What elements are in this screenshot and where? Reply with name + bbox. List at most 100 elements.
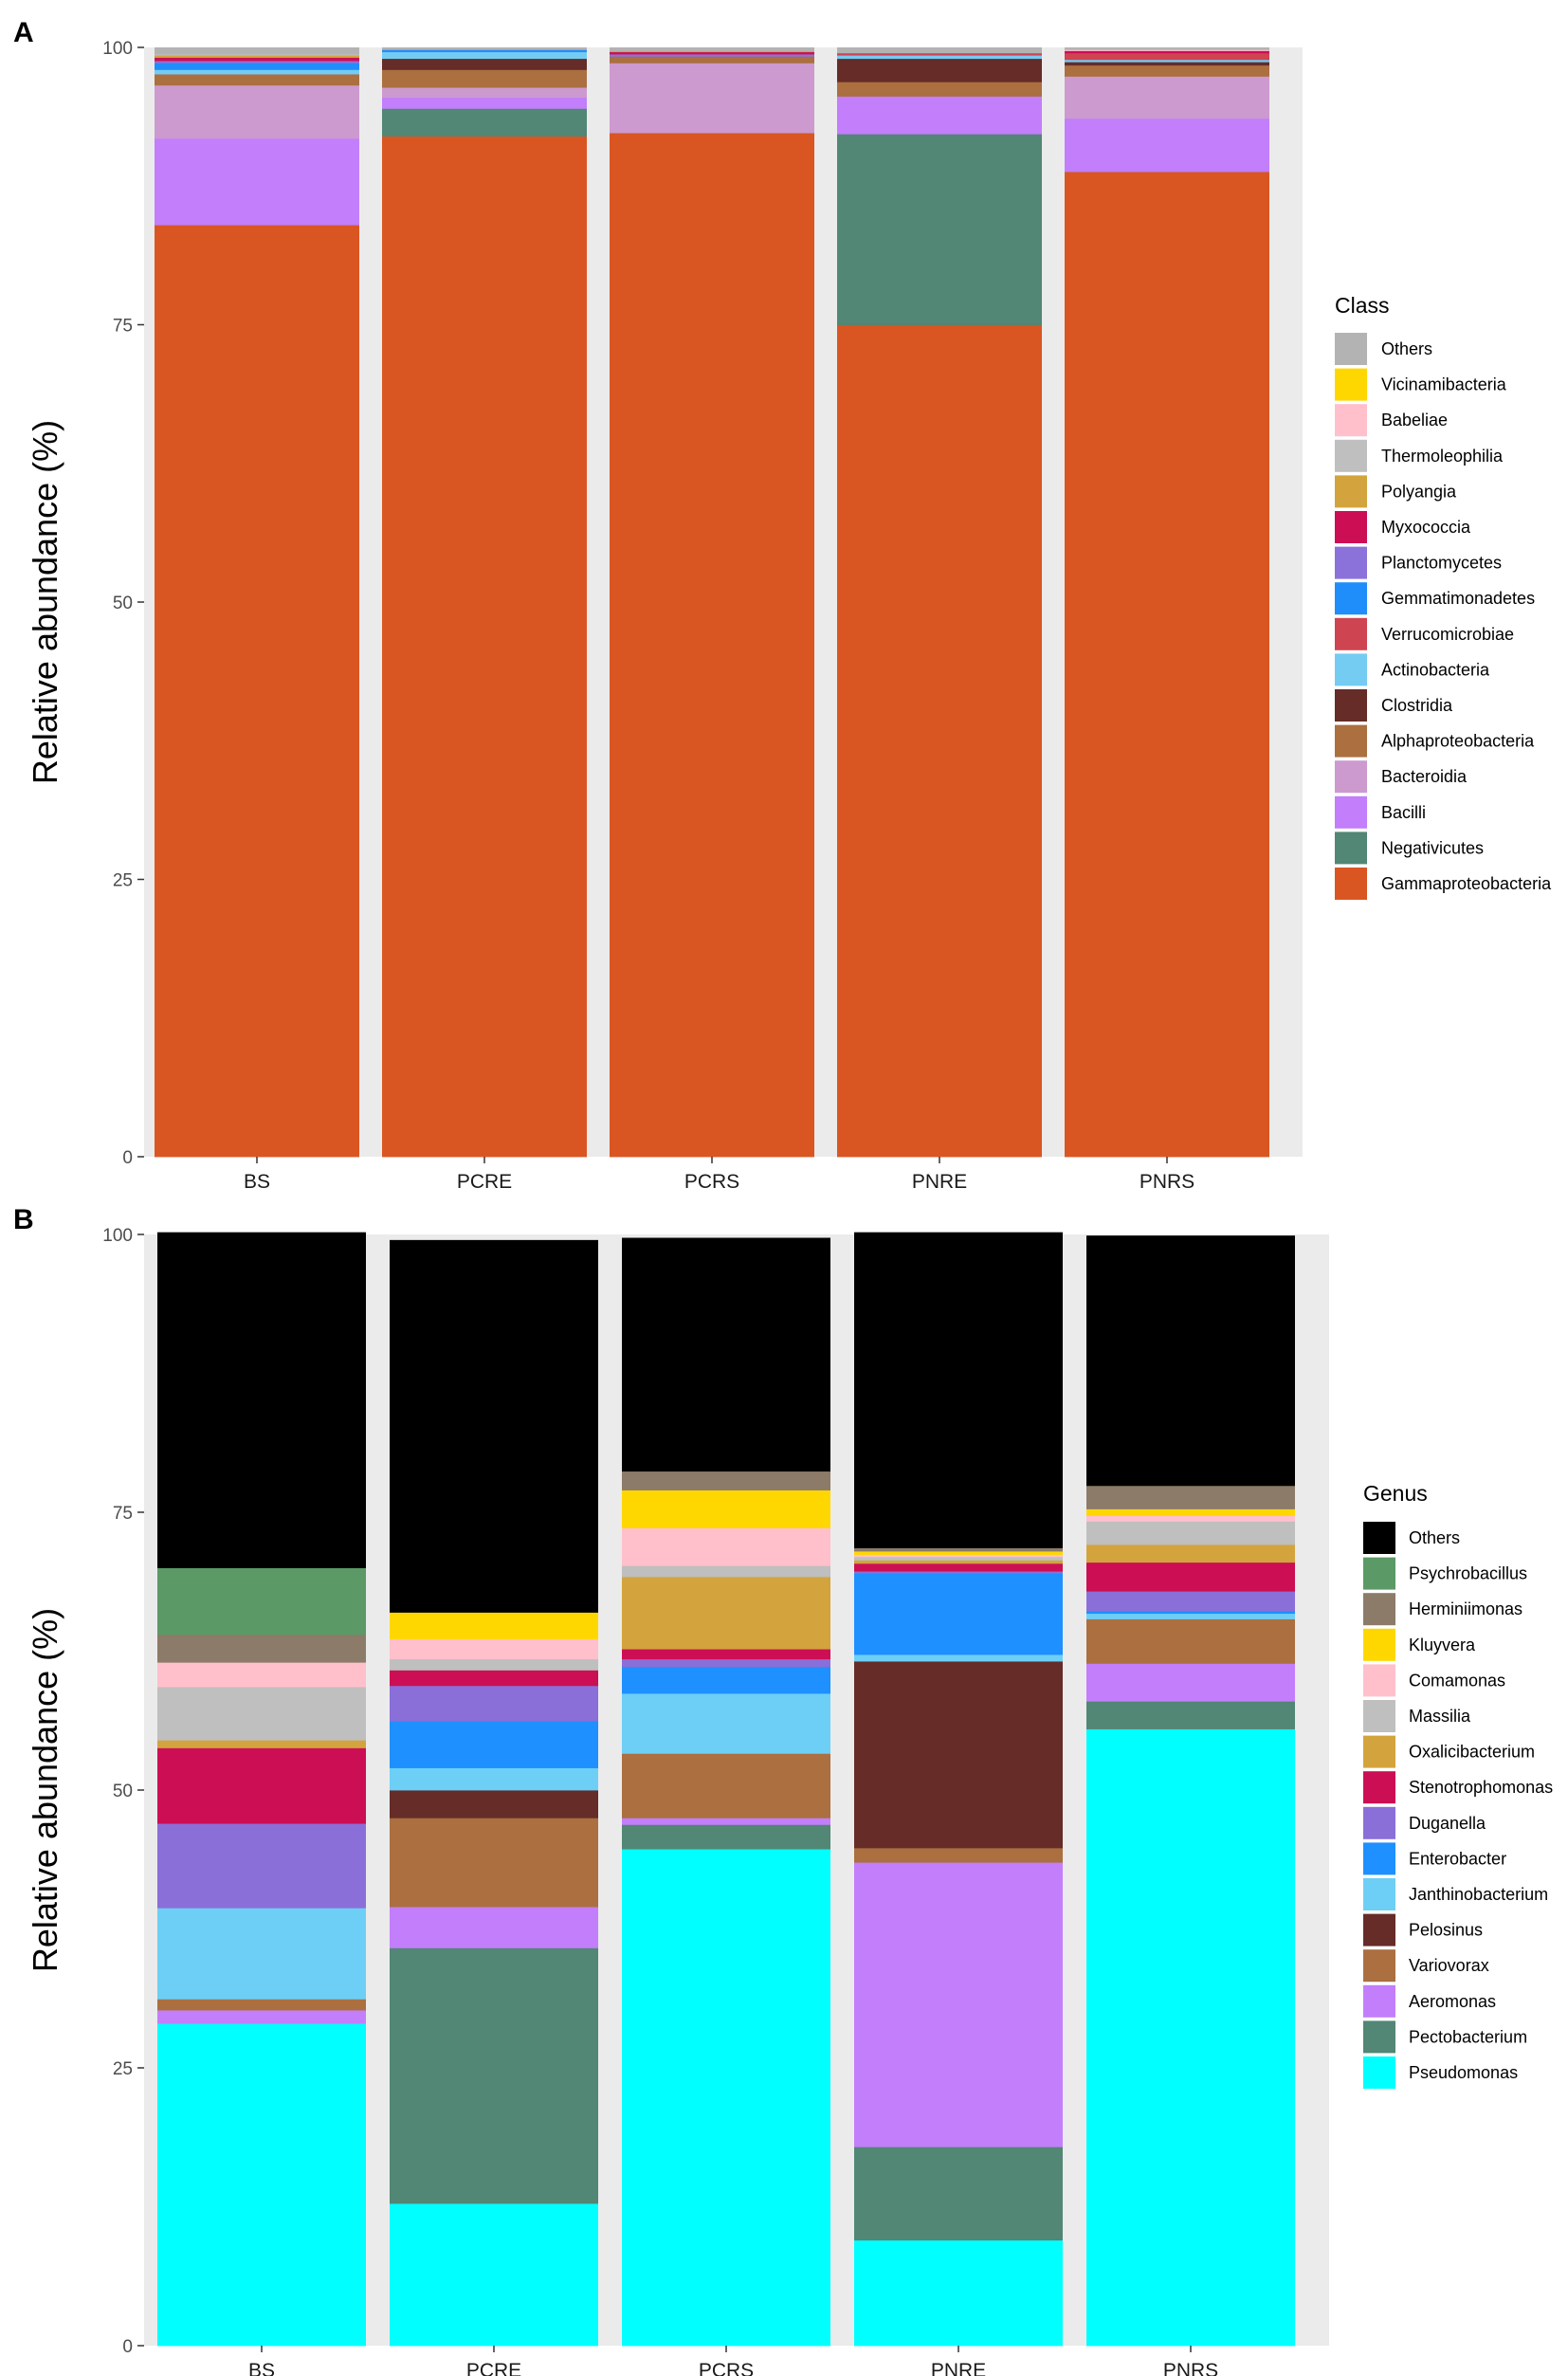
x-tick-label: PCRS xyxy=(684,1171,739,1193)
bar-bs-bacilli xyxy=(155,137,359,226)
y-axis-label: Relative abundance (%) xyxy=(26,1608,64,1972)
y-tick-label: 0 xyxy=(122,2337,133,2357)
panel-label: B xyxy=(13,1204,34,1235)
bar-pnrs-pectobacterium xyxy=(1086,1701,1295,1729)
legend-label-oxalicibacterium: Oxalicibacterium xyxy=(1409,1743,1535,1762)
bar-pnre-pseudomonas xyxy=(854,2239,1063,2347)
bar-bs-gemmatimonadetes xyxy=(155,63,359,70)
legend-label-comamonas: Comamonas xyxy=(1409,1671,1505,1690)
bar-bs-herminiimonas xyxy=(157,1634,366,1663)
bar-pnrs-variovorax xyxy=(1086,1618,1295,1664)
bar-pnre-variovorax xyxy=(854,1847,1063,1863)
legend-label-gammaproteobacteria: Gammaproteobacteria xyxy=(1381,874,1552,893)
bar-bs-oxalicibacterium xyxy=(157,1740,366,1748)
legend-label-verrucomicrobiae: Verrucomicrobiae xyxy=(1381,625,1514,644)
bar-pcrs-janthinobacterium xyxy=(622,1693,830,1754)
y-tick-label: 75 xyxy=(113,317,133,337)
legend-label-vicinamibacteria: Vicinamibacteria xyxy=(1381,375,1507,394)
bar-pcrs-others xyxy=(622,1237,830,1472)
x-tick-label: PCRS xyxy=(699,2360,754,2376)
bar-pnrs-duganella xyxy=(1086,1591,1295,1612)
x-tick-label: BS xyxy=(244,1171,270,1193)
legend-label-kluyvera: Kluyvera xyxy=(1409,1636,1476,1654)
legend-key-babeliae xyxy=(1335,404,1367,437)
x-tick-label: PCRE xyxy=(466,2360,521,2376)
bar-pcre-pectobacterium xyxy=(390,1947,598,2204)
bar-pcrs-pseudomonas xyxy=(622,1849,830,2347)
legend-key-janthinobacterium xyxy=(1363,1878,1395,1910)
panel-label: A xyxy=(13,17,34,48)
legend-key-others xyxy=(1335,333,1367,365)
bar-pcrs-herminiimonas xyxy=(622,1471,830,1490)
legend-key-alphaproteobacteria xyxy=(1335,724,1367,758)
bar-pcre-bacteroidia xyxy=(382,87,587,99)
legend-label-others: Others xyxy=(1409,1528,1460,1547)
bar-bs-psychrobacillus xyxy=(157,1567,366,1636)
bar-pnre-kluyvera xyxy=(854,1551,1063,1555)
legend-key-gammaproteobacteria xyxy=(1335,868,1367,900)
legend-key-bacilli xyxy=(1335,795,1367,829)
bar-bs-pseudomonas xyxy=(157,2023,366,2347)
bar-pnrs-oxalicibacterium xyxy=(1086,1544,1295,1563)
bar-pnre-enterobacter xyxy=(854,1573,1063,1655)
bar-pnrs-janthinobacterium xyxy=(1086,1613,1295,1619)
legend-title: Genus xyxy=(1363,1481,1428,1506)
bar-pcre-alphaproteobacteria xyxy=(382,69,587,88)
bar-pcre-others xyxy=(390,1239,598,1613)
bar-pnre-duganella xyxy=(854,1571,1063,1574)
bar-pnrs-stenotrophomonas xyxy=(1086,1562,1295,1592)
legend-label-pseudomonas: Pseudomonas xyxy=(1409,2063,1518,2082)
y-axis-label: Relative abundance (%) xyxy=(26,420,64,784)
legend-key-vicinamibacteria xyxy=(1335,368,1367,401)
bar-pnre-oxalicibacterium xyxy=(854,1560,1063,1564)
bar-bs-polyangia xyxy=(155,55,359,58)
bar-pcre-pseudomonas xyxy=(390,2202,598,2347)
bar-pcre-aeromonas xyxy=(390,1907,598,1948)
bar-pnrs-others xyxy=(1086,1235,1295,1487)
bar-pnre-alphaproteobacteria xyxy=(837,82,1042,97)
legend-label-planctomycetes: Planctomycetes xyxy=(1381,554,1502,573)
bar-pcre-gammaproteobacteria xyxy=(382,136,587,1158)
bar-pnrs-gammaproteobacteria xyxy=(1065,172,1269,1158)
bar-pnrs-clostridia xyxy=(1065,62,1269,66)
bar-pnrs-aeromonas xyxy=(1086,1663,1295,1702)
bar-pcrs-others xyxy=(610,47,814,51)
legend-key-herminiimonas xyxy=(1363,1593,1395,1626)
bar-pcrs-aeromonas xyxy=(622,1818,830,1825)
bar-pcre-kluyvera xyxy=(390,1612,598,1640)
legend-label-duganella: Duganella xyxy=(1409,1814,1486,1833)
legend-key-kluyvera xyxy=(1363,1628,1395,1661)
y-tick-label: 50 xyxy=(113,594,133,613)
bar-pnrs-pseudomonas xyxy=(1086,1728,1295,2347)
bar-pnre-verrucomicrobiae xyxy=(837,52,1042,56)
legend-key-gemmatimonadetes xyxy=(1335,582,1367,615)
legend-label-enterobacter: Enterobacter xyxy=(1409,1849,1506,1868)
bar-pnrs-herminiimonas xyxy=(1086,1485,1295,1509)
legend-label-pelosinus: Pelosinus xyxy=(1409,1921,1483,1940)
legend-key-polyangia xyxy=(1335,475,1367,508)
legend: Class Others Vicinamibacteria Babeliae Therm… xyxy=(1335,293,1552,900)
y-tick-label: 75 xyxy=(113,1504,133,1524)
bar-pnre-others xyxy=(854,1232,1063,1548)
bar-bs-bacteroidia xyxy=(155,84,359,139)
bar-pcrs-stenotrophomonas xyxy=(622,1649,830,1660)
legend-key-myxococcia xyxy=(1335,511,1367,543)
bar-pcre-actinobacteria xyxy=(382,51,587,60)
legend-label-variovorax: Variovorax xyxy=(1409,1956,1489,1975)
legend-label-stenotrophomonas: Stenotrophomonas xyxy=(1409,1778,1553,1797)
x-tick-label: PNRS xyxy=(1140,1171,1194,1193)
bar-pcrs-kluyvera xyxy=(622,1490,830,1528)
bar-pcrs-bacteroidia xyxy=(610,63,814,134)
bar-pcre-stenotrophomonas xyxy=(390,1670,598,1687)
legend: Genus Others Psychrobacillus Herminiimonas K… xyxy=(1363,1481,1553,2089)
legend-key-aeromonas xyxy=(1363,1984,1395,2018)
bar-pcrs-oxalicibacterium xyxy=(622,1576,830,1650)
bar-pcre-gemmatimonadetes xyxy=(382,49,587,53)
bar-bs-variovorax xyxy=(157,1999,366,2011)
bar-pnre-pelosinus xyxy=(854,1661,1063,1849)
bar-pcre-enterobacter xyxy=(390,1721,598,1768)
bar-bs-myxococcia xyxy=(155,57,359,62)
legend-label-herminiimonas: Herminiimonas xyxy=(1409,1599,1522,1618)
bar-pnre-others xyxy=(837,47,1042,54)
bar-pnre-actinobacteria xyxy=(837,55,1042,60)
